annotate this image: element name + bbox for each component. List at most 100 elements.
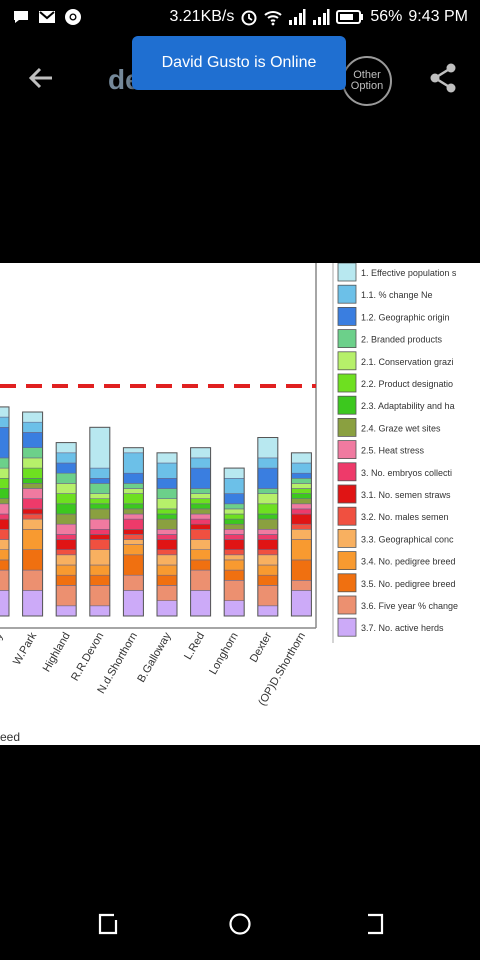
legend-swatch bbox=[337, 395, 357, 415]
bar-segment bbox=[190, 493, 211, 500]
bar-segment bbox=[123, 513, 144, 520]
bar-segment bbox=[257, 549, 279, 556]
bar-segment bbox=[156, 574, 178, 586]
bar-outline bbox=[223, 467, 245, 617]
bar-segment bbox=[190, 498, 211, 505]
bar-segment bbox=[257, 585, 279, 607]
bar-segment bbox=[0, 503, 10, 515]
share-icon[interactable] bbox=[428, 60, 458, 96]
bar-segment bbox=[55, 605, 77, 617]
tick-label: W.Park bbox=[11, 630, 39, 667]
bar-segment bbox=[257, 493, 279, 505]
bar-outline bbox=[156, 452, 178, 617]
bar-segment bbox=[156, 585, 178, 601]
bar-segment bbox=[156, 554, 178, 566]
bar-segment bbox=[22, 411, 43, 423]
bar-segment bbox=[22, 483, 43, 489]
bar-segment bbox=[123, 483, 144, 489]
bar-segment bbox=[291, 559, 312, 581]
legend-label: 1.1. % change Ne bbox=[361, 290, 433, 300]
bar-segment bbox=[22, 528, 43, 550]
recent-apps-icon[interactable] bbox=[94, 910, 122, 938]
legend-label: 1. Effective population s bbox=[361, 268, 457, 278]
bar-segment bbox=[257, 518, 279, 530]
legend-swatch bbox=[337, 617, 357, 637]
bar-segment bbox=[190, 508, 211, 515]
bar-segment bbox=[0, 549, 10, 561]
bar-segment bbox=[89, 478, 111, 484]
tick-label: R.R.Devon bbox=[69, 631, 106, 684]
bar-segment bbox=[89, 549, 111, 566]
bar-segment bbox=[22, 488, 43, 499]
legend-label: 3.7. No. active herds bbox=[361, 623, 444, 633]
bar-segment bbox=[257, 534, 279, 540]
legend-swatch bbox=[337, 462, 357, 482]
other-option-button[interactable]: Other Option bbox=[342, 56, 392, 106]
bar-segment bbox=[190, 528, 211, 540]
bar-outline bbox=[290, 452, 312, 617]
bar-segment bbox=[223, 508, 245, 515]
chat-icon bbox=[14, 11, 28, 23]
legend-swatch bbox=[337, 263, 357, 282]
bar-segment bbox=[22, 432, 43, 448]
tick-label: Longhorn bbox=[207, 631, 241, 677]
bar-segment bbox=[55, 483, 77, 494]
bar-segment bbox=[291, 472, 312, 479]
bar-segment bbox=[156, 462, 178, 479]
tick-label: B.Galloway bbox=[135, 630, 173, 685]
bar-segment bbox=[291, 462, 312, 474]
status-bar: 3.21KB/s 56% 9:43 PM bbox=[0, 0, 480, 36]
alarm-icon bbox=[241, 10, 257, 26]
bar-segment bbox=[55, 534, 77, 540]
legend-swatch bbox=[337, 440, 357, 460]
bar-segment bbox=[223, 539, 245, 550]
bar-segment bbox=[89, 483, 111, 494]
home-icon[interactable] bbox=[226, 910, 254, 938]
bar-segment bbox=[223, 554, 245, 561]
legend-label: 3.2. No. males semen bbox=[361, 512, 449, 522]
bar-segment bbox=[89, 518, 111, 530]
bar-segment bbox=[223, 467, 245, 479]
bar-segment bbox=[89, 605, 111, 617]
legend-label: 3.4. No. pedigree breed bbox=[361, 557, 456, 567]
bar-segment bbox=[0, 478, 10, 489]
bar-segment bbox=[0, 528, 10, 540]
bar-segment bbox=[89, 574, 111, 586]
bar-outline bbox=[22, 411, 44, 617]
bar-segment bbox=[0, 467, 10, 479]
signal-icon bbox=[289, 9, 306, 25]
bar-segment bbox=[190, 523, 211, 530]
bar-segment bbox=[22, 421, 43, 433]
stacked-bar-chart: ...way W.Park HighlandR.R.DevonN.d.Shortho… bbox=[0, 263, 458, 744]
tick-label: Highland bbox=[41, 631, 73, 675]
bar-segment bbox=[291, 483, 312, 489]
bar-segment bbox=[223, 523, 245, 530]
bar-segment bbox=[22, 518, 43, 530]
bar-segment bbox=[291, 503, 312, 510]
back-icon[interactable] bbox=[360, 910, 388, 938]
back-arrow-icon[interactable] bbox=[22, 58, 62, 98]
bar-segment bbox=[190, 539, 211, 550]
bar-segment bbox=[0, 590, 10, 617]
bar-segment bbox=[257, 457, 279, 469]
chrome-icon bbox=[65, 9, 81, 25]
bar-segment bbox=[123, 574, 144, 591]
legend-swatch bbox=[337, 595, 357, 615]
bar-segment bbox=[123, 488, 144, 494]
bar-segment bbox=[89, 498, 111, 505]
bar-segment bbox=[156, 478, 178, 489]
bar-segment bbox=[22, 478, 43, 484]
bar-segment bbox=[0, 569, 10, 591]
bar-segment bbox=[123, 554, 144, 576]
bar-segment bbox=[89, 493, 111, 500]
bar-outline bbox=[190, 447, 212, 617]
bar-segment bbox=[291, 523, 312, 530]
tick-label: ...way bbox=[0, 630, 6, 661]
bar-segment bbox=[55, 493, 77, 505]
bar-segment bbox=[123, 503, 144, 510]
bar-segment bbox=[55, 564, 77, 576]
bar-segment bbox=[190, 447, 211, 459]
legend-swatch bbox=[337, 307, 357, 326]
chart-image[interactable]: ...way W.Park Highland R.R.Devon N.d.Shortho… bbox=[0, 263, 480, 745]
bar-segment bbox=[123, 539, 144, 545]
